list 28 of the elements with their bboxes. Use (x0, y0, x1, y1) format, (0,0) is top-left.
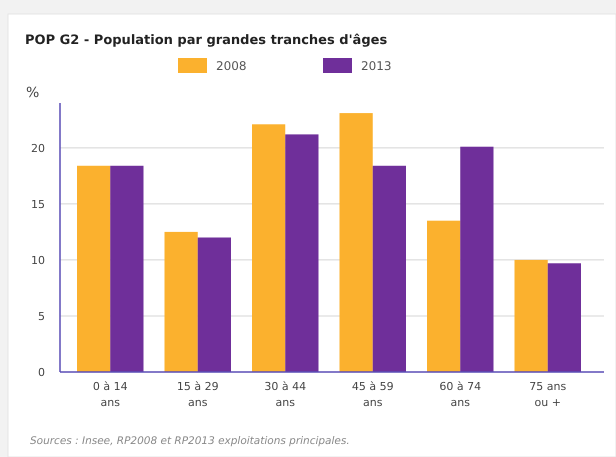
x-tick-label: 15 à 29 ans (176, 380, 219, 409)
bar (77, 166, 110, 372)
x-tick-label: 30 à 44 ans (264, 380, 306, 409)
bar (340, 113, 373, 372)
legend-label: 2008 (216, 59, 247, 73)
y-tick-label: 0 (38, 366, 45, 379)
y-tick-label: 15 (31, 198, 45, 211)
y-tick-label: 5 (38, 310, 45, 323)
bar (514, 260, 548, 372)
bar (460, 146, 494, 372)
x-tick-label: 45 à 59 ans (352, 380, 394, 409)
bar (198, 238, 231, 372)
bar (427, 220, 460, 372)
y-axis-title: % (26, 85, 40, 101)
bar (252, 124, 286, 372)
bar (372, 166, 406, 372)
bar (285, 134, 318, 372)
x-tick-label: 0 à 14 ans (92, 380, 128, 409)
y-tick-label: 20 (31, 142, 45, 155)
chart-title: POP G2 - Population par grandes tranches d'âges (25, 33, 388, 48)
bar (548, 263, 581, 372)
source-note: Sources : Insee, RP2008 et RP2013 exploitations principales. (30, 435, 350, 447)
x-tick-label: 60 à 74 ans (439, 380, 482, 409)
legend-label: 2013 (361, 59, 392, 73)
bar (110, 166, 144, 372)
bar (164, 232, 198, 372)
x-tick-label: 75 ans ou + (529, 380, 566, 409)
y-tick-label: 10 (31, 254, 45, 267)
